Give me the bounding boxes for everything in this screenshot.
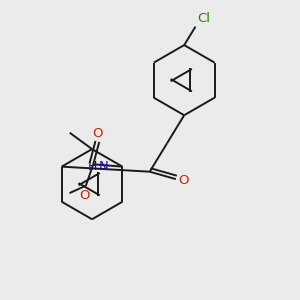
Text: N: N	[99, 160, 109, 173]
Text: H: H	[87, 160, 97, 173]
Text: O: O	[178, 174, 189, 187]
Text: Cl: Cl	[197, 12, 210, 25]
Text: O: O	[92, 127, 103, 140]
Text: O: O	[79, 189, 90, 202]
